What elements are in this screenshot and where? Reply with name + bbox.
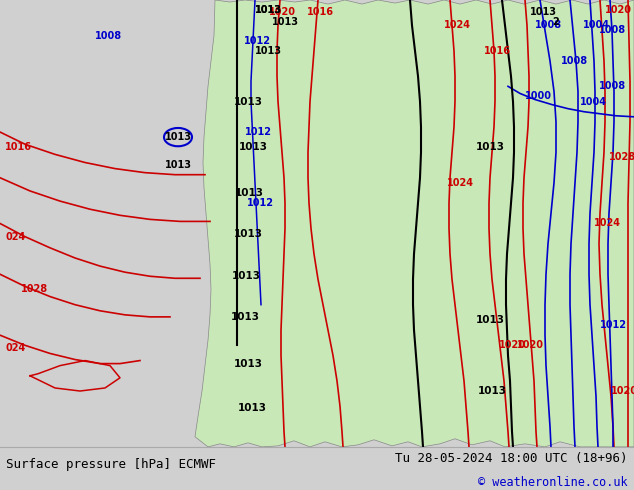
Text: 1008: 1008 xyxy=(560,56,588,66)
Text: 1008: 1008 xyxy=(94,30,122,41)
Text: 1012: 1012 xyxy=(247,198,273,208)
Text: 1013: 1013 xyxy=(233,97,262,106)
Text: 1008: 1008 xyxy=(598,81,626,91)
Text: 1013: 1013 xyxy=(164,132,191,142)
Text: 2: 2 xyxy=(553,17,559,27)
Text: 1020: 1020 xyxy=(611,386,634,396)
Text: 1013: 1013 xyxy=(233,229,262,239)
Text: 1013: 1013 xyxy=(271,17,299,27)
Text: 1024: 1024 xyxy=(446,178,474,188)
Text: 1000: 1000 xyxy=(524,92,552,101)
Text: 1020: 1020 xyxy=(498,341,526,350)
Text: 1013: 1013 xyxy=(238,403,266,413)
Text: 1013: 1013 xyxy=(231,312,259,322)
Text: 1013: 1013 xyxy=(235,188,264,198)
Text: 1013: 1013 xyxy=(254,5,281,15)
Text: 1013: 1013 xyxy=(476,315,505,325)
Text: 1024: 1024 xyxy=(593,219,621,228)
Text: 1004: 1004 xyxy=(579,97,607,106)
Text: 1016: 1016 xyxy=(484,46,510,56)
Text: 1020: 1020 xyxy=(269,7,295,17)
Text: 1013: 1013 xyxy=(254,5,281,15)
Text: 1016: 1016 xyxy=(306,7,333,17)
Text: 024: 024 xyxy=(5,343,25,353)
Text: Surface pressure [hPa] ECMWF: Surface pressure [hPa] ECMWF xyxy=(6,458,216,470)
Text: Tu 28-05-2024 18:00 UTC (18+96): Tu 28-05-2024 18:00 UTC (18+96) xyxy=(395,452,628,466)
Text: 1020: 1020 xyxy=(604,5,631,15)
Text: 1012: 1012 xyxy=(245,127,271,137)
Text: 1013: 1013 xyxy=(477,386,507,396)
Text: 1013: 1013 xyxy=(231,271,261,281)
Text: 1013: 1013 xyxy=(164,160,191,170)
Text: 1013: 1013 xyxy=(238,142,268,152)
Text: 1028: 1028 xyxy=(22,285,49,294)
Text: 1020: 1020 xyxy=(517,341,543,350)
Text: 1013: 1013 xyxy=(529,7,557,17)
Text: 1008: 1008 xyxy=(598,25,626,35)
Text: 024: 024 xyxy=(5,232,25,242)
Text: 1013: 1013 xyxy=(476,142,505,152)
Polygon shape xyxy=(195,0,634,447)
Text: 1013: 1013 xyxy=(254,46,281,56)
Text: 1028: 1028 xyxy=(609,152,634,162)
Text: 1012: 1012 xyxy=(600,320,626,330)
Text: 1013: 1013 xyxy=(233,359,262,368)
Text: 1008: 1008 xyxy=(534,21,562,30)
Text: © weatheronline.co.uk: © weatheronline.co.uk xyxy=(478,476,628,489)
Text: 1024: 1024 xyxy=(444,21,470,30)
Text: 1004: 1004 xyxy=(583,21,609,30)
Text: 1012: 1012 xyxy=(243,36,271,46)
Text: 1016: 1016 xyxy=(5,142,32,152)
